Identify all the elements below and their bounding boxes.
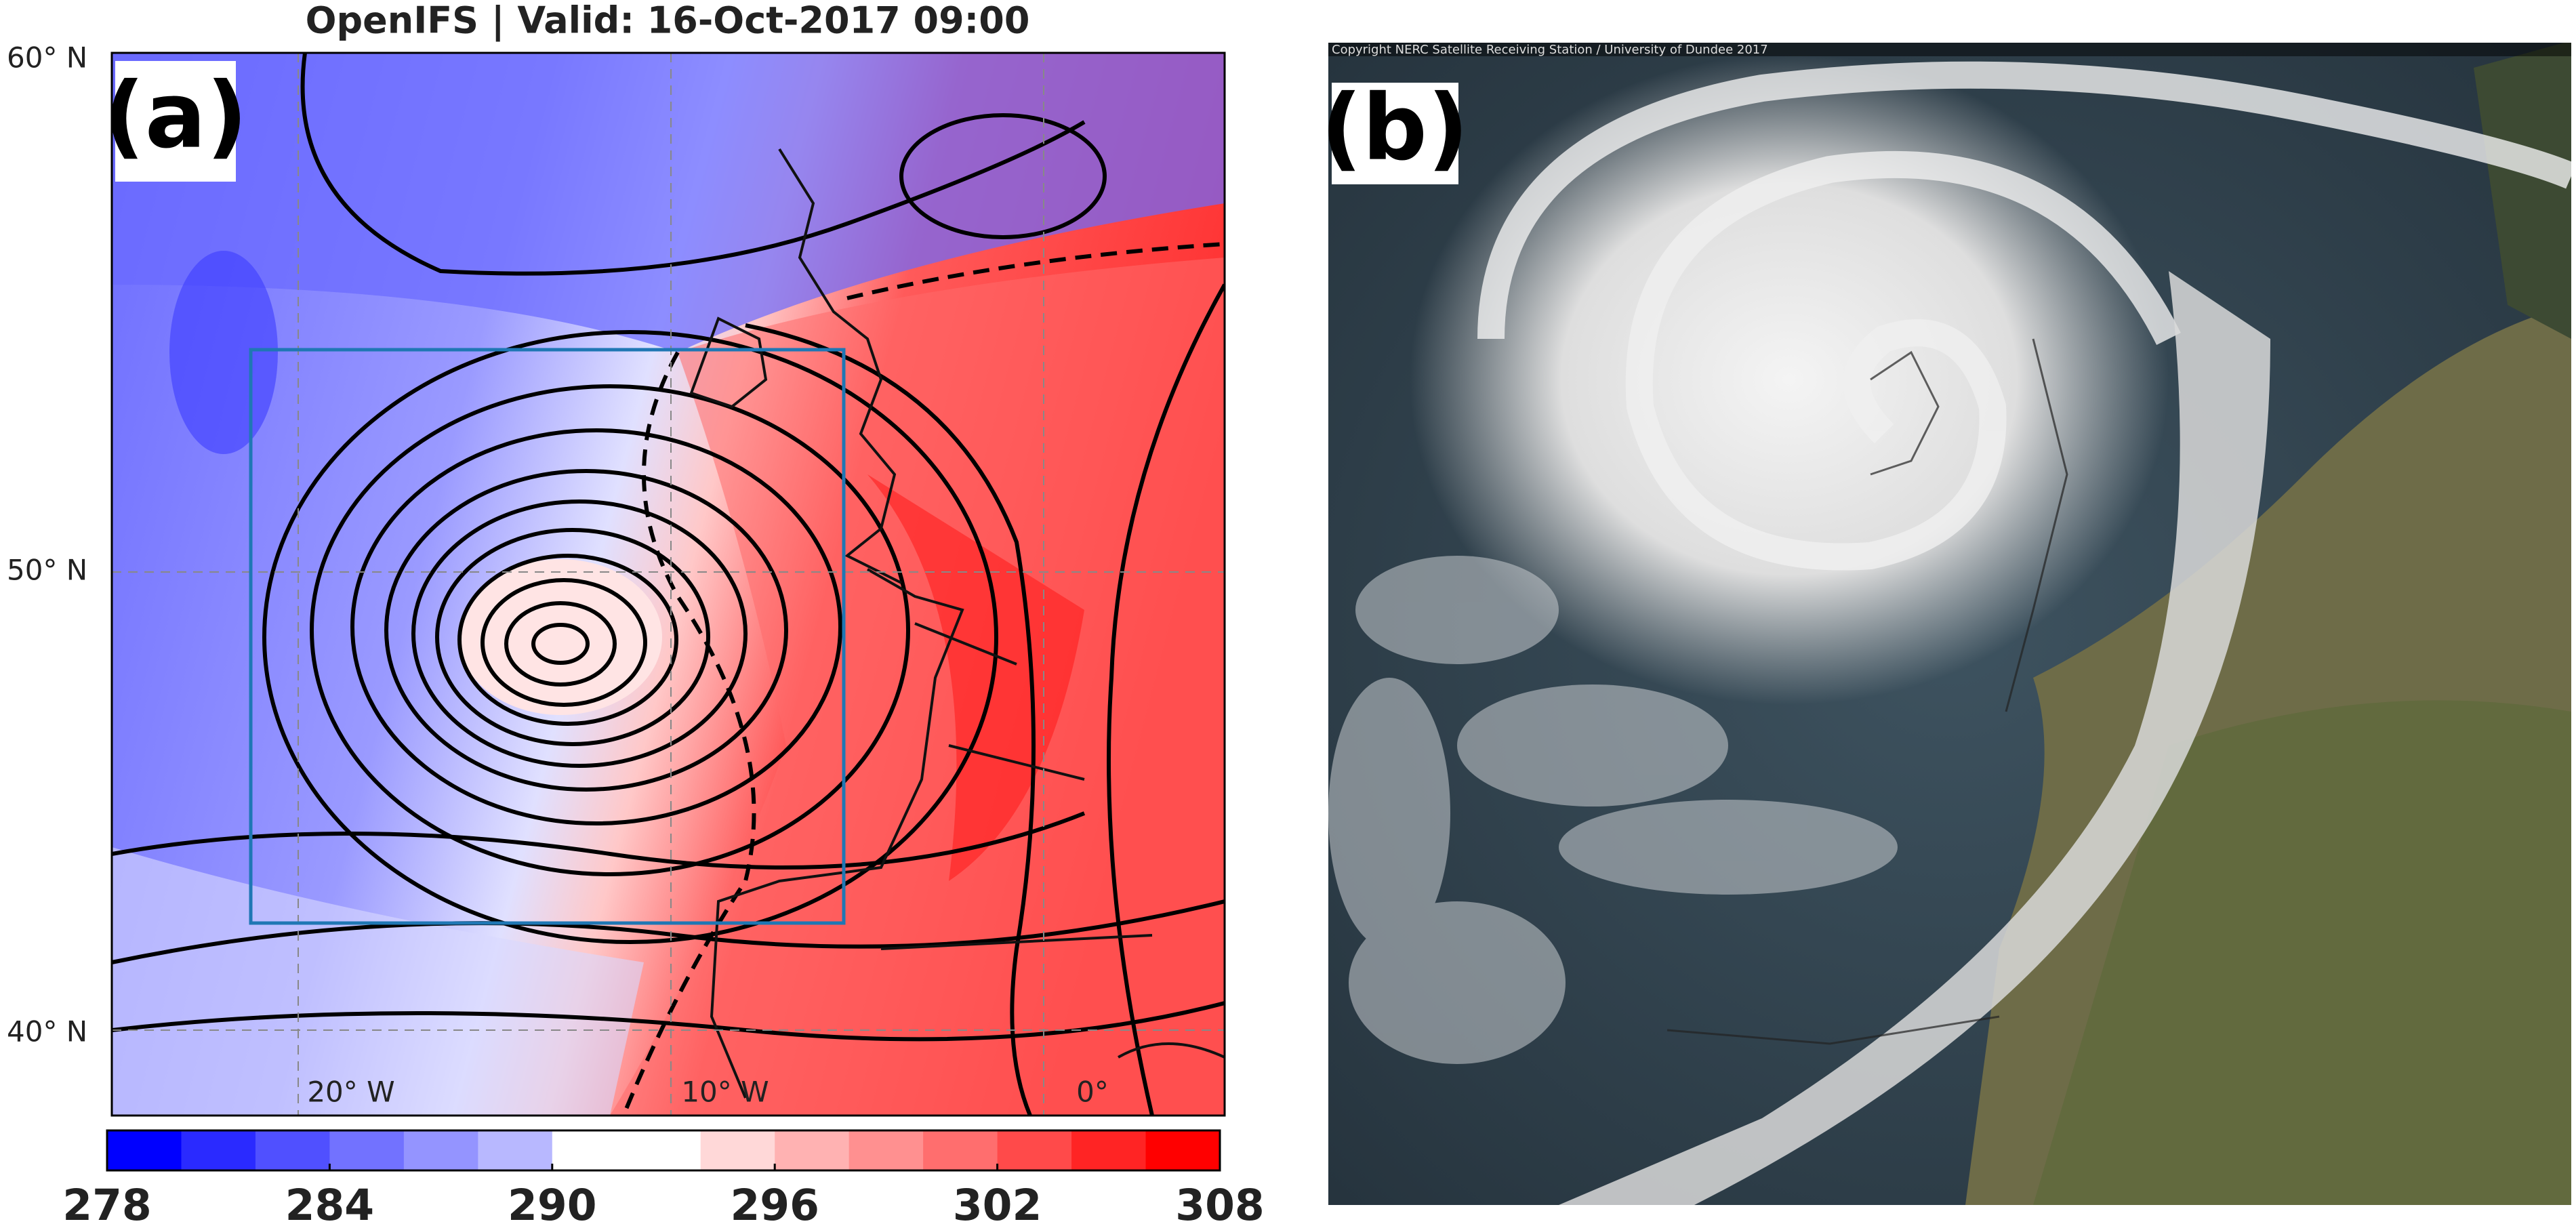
colorbar-segment bbox=[1145, 1130, 1221, 1170]
map-title: OpenIFS | Valid: 16-Oct-2017 09:00 bbox=[306, 0, 1030, 42]
colorbar-segment bbox=[403, 1130, 478, 1170]
colorbar-tick-label: 278 bbox=[62, 1181, 152, 1226]
colorbar-segment bbox=[626, 1130, 701, 1170]
colorbar-frame bbox=[106, 1129, 1221, 1172]
lat-label: 50° N bbox=[7, 554, 87, 587]
colorbar-tick-label: 302 bbox=[953, 1181, 1042, 1226]
copyright: Copyright NERC Satellite Receiving Stati… bbox=[1332, 43, 1768, 57]
colorbar-segment bbox=[1071, 1130, 1147, 1170]
lat-labels: 60° N 50° N 40° N bbox=[7, 41, 87, 1048]
colorbar-segment bbox=[700, 1130, 775, 1170]
theta-map bbox=[112, 53, 1225, 1116]
colorbar-tick-label: 290 bbox=[508, 1181, 597, 1226]
lat-label: 40° N bbox=[7, 1015, 87, 1048]
lon-label: 10° W bbox=[681, 1076, 769, 1109]
panel-label: (b) bbox=[1321, 75, 1469, 181]
colorbar-segment bbox=[923, 1130, 998, 1170]
colorbar-segment bbox=[775, 1130, 850, 1170]
satellite-image bbox=[1328, 43, 2571, 1205]
panel-label: (a) bbox=[104, 63, 248, 169]
colorbar-segment bbox=[255, 1130, 330, 1170]
colorbar-segment bbox=[552, 1130, 627, 1170]
colorbar: 278 284 290 296 302 308 bbox=[62, 1129, 1265, 1226]
colorbar-tick-label: 296 bbox=[730, 1181, 819, 1226]
colorbar-segment bbox=[329, 1130, 405, 1170]
lon-label: 20° W bbox=[307, 1076, 394, 1109]
label-box bbox=[115, 61, 236, 182]
colorbar-segment bbox=[849, 1130, 924, 1170]
colorbar-segment bbox=[478, 1130, 553, 1170]
colorbar-segment bbox=[181, 1130, 256, 1170]
label-box bbox=[1332, 83, 1458, 184]
colorbar-tick-label: 308 bbox=[1175, 1181, 1265, 1226]
map-frame bbox=[110, 52, 1226, 1117]
lon-label: 0° bbox=[1076, 1076, 1109, 1109]
lon-labels: 20° W 10° W 0° bbox=[307, 1076, 1109, 1109]
colorbar-segment bbox=[997, 1130, 1072, 1170]
colorbar-segment bbox=[107, 1130, 182, 1170]
lat-label: 60° N bbox=[7, 41, 87, 75]
colorbar-tick-label: 284 bbox=[285, 1181, 375, 1226]
